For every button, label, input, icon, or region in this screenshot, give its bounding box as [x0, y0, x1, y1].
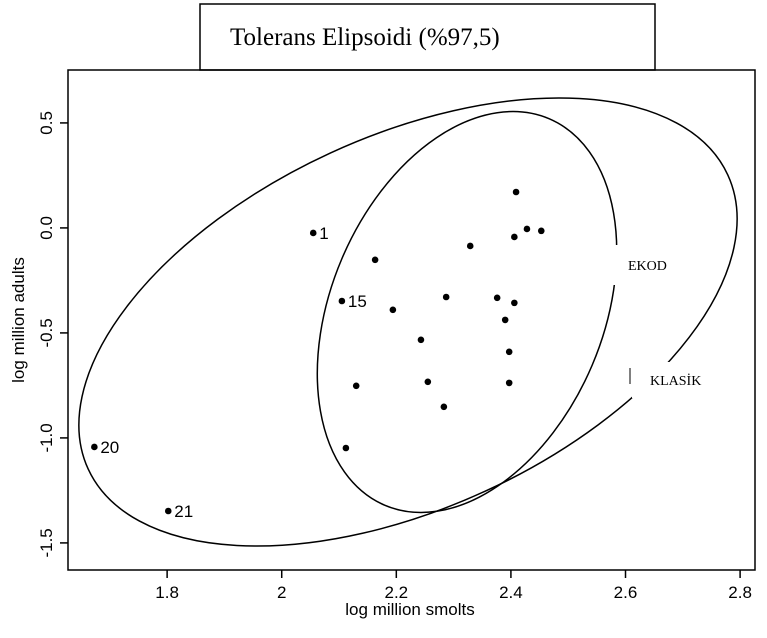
point-label: 15: [348, 292, 367, 311]
label-gap: [632, 362, 732, 398]
outer-ellipse: [78, 97, 738, 547]
point: [511, 233, 518, 241]
point: [338, 297, 346, 305]
x-tick-label: 2.6: [614, 583, 638, 602]
point: [537, 227, 545, 235]
point: [371, 256, 379, 264]
label-gap: [600, 245, 690, 285]
point: [309, 229, 317, 237]
x-axis-label: log million smolts: [345, 600, 474, 619]
point: [389, 306, 397, 314]
point: [505, 348, 513, 356]
point-label: 21: [174, 502, 193, 521]
point-label: 20: [100, 438, 119, 457]
title-box: [199, 3, 656, 71]
point: [466, 242, 474, 250]
x-tick-label: 2.2: [384, 583, 408, 602]
point: [493, 294, 501, 302]
point: [505, 379, 513, 387]
y-tick-label: 0.5: [37, 111, 56, 135]
point-label: 1: [319, 224, 328, 243]
point: [424, 378, 432, 386]
x-tick-label: 2.8: [728, 583, 752, 602]
y-tick-label: -0.5: [37, 318, 56, 347]
y-tick-label: -1.5: [37, 528, 56, 557]
inner-ellipse: [316, 110, 618, 514]
x-tick-label: 1.8: [155, 583, 179, 602]
annotation: KLASİK: [650, 373, 701, 389]
point: [501, 316, 509, 324]
point: [442, 293, 450, 301]
y-tick-label: 0.0: [37, 216, 56, 240]
plot-frame: [67, 69, 756, 571]
point: [512, 188, 520, 196]
point: [417, 336, 425, 344]
x-tick-label: 2.4: [499, 583, 523, 602]
y-axis-label: log million adults: [9, 257, 28, 383]
point: [91, 443, 98, 451]
point: [523, 225, 531, 233]
point: [352, 382, 360, 390]
point: [511, 299, 518, 307]
point: [342, 444, 350, 452]
annotation: EKOD: [628, 259, 667, 274]
chart-title: Tolerans Elipsoidi (%97,5): [230, 24, 500, 51]
point: [164, 507, 172, 515]
y-tick-label: -1.0: [37, 423, 56, 452]
point: [440, 403, 448, 411]
x-tick-label: 2: [277, 583, 286, 602]
